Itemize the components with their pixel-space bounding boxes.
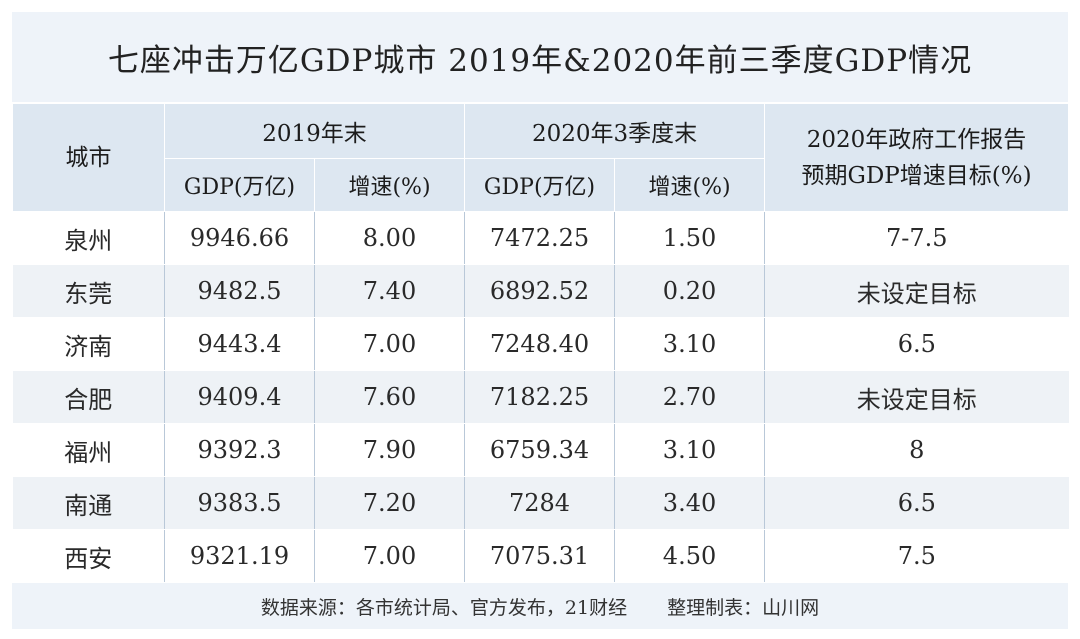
header-gdp-2020: GDP(万亿) — [464, 158, 616, 212]
header-2019: 2019年末 — [163, 103, 466, 159]
cell-city: 东莞 — [12, 264, 165, 318]
cell-growth-2020: 2.70 — [614, 370, 766, 424]
header-gdp-2019: GDP(万亿) — [164, 158, 315, 212]
cell-city: 济南 — [12, 317, 165, 371]
header-target-line2: 预期GDP增速目标(%) — [801, 162, 1032, 189]
cell-growth-2020: 1.50 — [614, 211, 766, 265]
cell-growth-2020: 3.10 — [614, 423, 766, 477]
cell-gdp-2019: 9321.19 — [164, 529, 315, 583]
header-target: 2020年政府工作报告 预期GDP增速目标(%) — [764, 103, 1070, 212]
cell-gdp-2020: 6759.34 — [464, 423, 616, 477]
cell-target: 7.5 — [764, 529, 1069, 583]
cell-city: 南通 — [12, 476, 165, 530]
cell-city: 西安 — [12, 529, 165, 583]
cell-target: 6.5 — [764, 317, 1069, 371]
cell-gdp-2020: 7248.40 — [464, 317, 616, 371]
cell-gdp-2019: 9409.4 — [164, 370, 315, 424]
header-2020-q3: 2020年3季度末 — [464, 103, 766, 159]
cell-city: 福州 — [12, 423, 165, 477]
cell-growth-2019: 7.60 — [313, 370, 466, 424]
cell-growth-2019: 7.00 — [313, 529, 466, 583]
cell-gdp-2019: 9946.66 — [164, 211, 315, 265]
header-target-line1: 2020年政府工作报告 — [806, 126, 1027, 153]
table-row: 泉州 9946.66 8.00 7472.25 1.50 7-7.5 — [12, 211, 1069, 265]
cell-gdp-2020: 7284 — [464, 476, 616, 530]
footer-source: 数据来源：各市统计局、官方发布，21财经 — [260, 596, 628, 619]
table-row: 合肥 9409.4 7.60 7182.25 2.70 未设定目标 — [12, 370, 1069, 424]
cell-growth-2019: 7.20 — [313, 476, 466, 530]
cell-growth-2020: 3.40 — [614, 476, 766, 530]
table-footer: 数据来源：各市统计局、官方发布，21财经 整理制表：山川网 — [12, 583, 1068, 629]
cell-growth-2019: 7.00 — [313, 317, 466, 371]
cell-gdp-2020: 7075.31 — [464, 529, 616, 583]
cell-growth-2020: 0.20 — [614, 264, 766, 318]
cell-city: 合肥 — [12, 370, 165, 424]
cell-gdp-2020: 7182.25 — [464, 370, 616, 424]
header-city: 城市 — [12, 103, 165, 212]
cell-city: 泉州 — [12, 211, 165, 265]
header-growth-2020: 增速(%) — [614, 158, 766, 212]
cell-growth-2020: 4.50 — [614, 529, 766, 583]
cell-growth-2019: 7.90 — [313, 423, 466, 477]
cell-target: 6.5 — [764, 476, 1069, 530]
table-row: 南通 9383.5 7.20 7284 3.40 6.5 — [12, 476, 1069, 530]
cell-gdp-2020: 6892.52 — [464, 264, 616, 318]
gdp-table: 城市 2019年末 2020年3季度末 2020年政府工作报告 预期GDP增速目… — [12, 103, 1070, 583]
table-row: 东莞 9482.5 7.40 6892.52 0.20 未设定目标 — [12, 264, 1069, 318]
header-growth-2019: 增速(%) — [313, 158, 466, 212]
cell-target: 未设定目标 — [764, 370, 1069, 424]
table-row: 福州 9392.3 7.90 6759.34 3.10 8 — [12, 423, 1069, 477]
table-row: 济南 9443.4 7.00 7248.40 3.10 6.5 — [12, 317, 1069, 371]
cell-target: 8 — [764, 423, 1069, 477]
cell-growth-2019: 8.00 — [313, 211, 466, 265]
cell-gdp-2019: 9392.3 — [164, 423, 315, 477]
cell-gdp-2019: 9383.5 — [164, 476, 315, 530]
cell-target: 7-7.5 — [764, 211, 1069, 265]
table-title: 七座冲击万亿GDP城市 2019年&2020年前三季度GDP情况 — [12, 12, 1068, 103]
footer-compiler: 整理制表：山川网 — [667, 596, 820, 619]
table-row: 西安 9321.19 7.00 7075.31 4.50 7.5 — [12, 529, 1069, 583]
cell-growth-2020: 3.10 — [614, 317, 766, 371]
cell-gdp-2020: 7472.25 — [464, 211, 616, 265]
cell-target: 未设定目标 — [764, 264, 1069, 318]
cell-gdp-2019: 9443.4 — [164, 317, 315, 371]
cell-gdp-2019: 9482.5 — [164, 264, 315, 318]
cell-growth-2019: 7.40 — [313, 264, 466, 318]
